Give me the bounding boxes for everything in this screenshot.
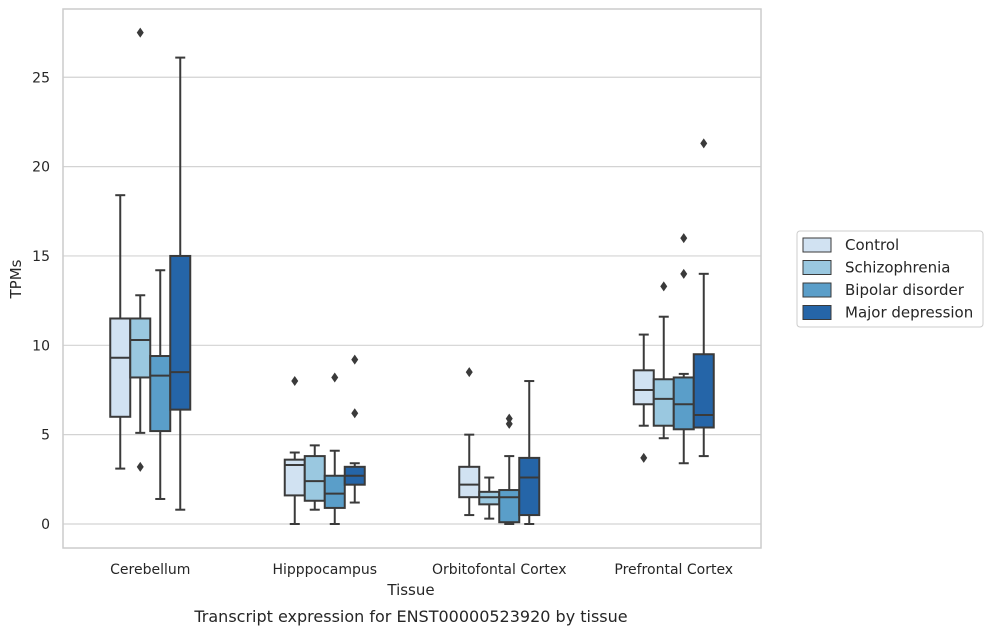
chart-caption: Transcript expression for ENST0000052392… [193,607,627,626]
y-gridlines [63,76,761,525]
box [498,413,521,525]
x-axis-label: Tissue [386,581,434,599]
y-tick-label: 0 [41,517,50,533]
x-tick-label: Cerebellum [110,562,190,578]
box [149,269,172,500]
x-tick-label: Orbitofontal Cortex [432,562,567,578]
box [692,138,715,458]
box-iqr [149,355,172,433]
outlier-point [331,372,339,383]
outlier-point [465,367,473,378]
box-series [109,27,715,525]
box [283,376,306,525]
box [632,333,655,463]
outlier-point [351,408,359,419]
outlier-point [291,376,299,387]
x-tick-label: Prefrontal Cortex [614,562,733,578]
legend-swatch [802,282,832,298]
box [478,476,501,520]
legend-swatch [802,305,832,320]
y-tick-label: 20 [32,160,50,176]
outlier-point [136,27,144,38]
outlier-point [505,413,513,424]
box [169,56,192,511]
box-iqr [109,317,132,418]
box-iqr [458,465,481,499]
box-iqr [652,378,675,427]
legend-frame [796,230,984,328]
box [129,27,152,472]
outlier-point [505,418,513,429]
legend-label: Schizophrenia [845,259,950,277]
y-tick-label: 15 [32,249,50,265]
legend-label: Control [845,236,899,254]
y-tick-label: 5 [41,428,50,444]
legend: Control Schizophrenia Bipolar disorder Majo… [796,230,984,328]
box [672,233,695,465]
outlier-point [640,452,648,463]
y-axis-label: TPMs [7,259,25,299]
x-tick-label: Hipppocampus [272,562,377,578]
box [343,354,366,504]
box [652,281,675,440]
box-iqr [129,317,152,379]
box-iqr [303,455,326,502]
legend-label: Bipolar disorder [845,281,965,299]
box-iqr [518,456,541,517]
box-iqr [169,254,192,411]
box-iqr [692,353,715,429]
box [303,444,326,511]
outlier-point [680,233,688,244]
box [323,372,346,525]
legend-swatch [802,237,832,253]
y-tick-label: 25 [32,70,50,86]
outlier-point [136,461,144,472]
legend-label: Major depression [845,304,973,322]
y-axis-ticks: 0 5 10 15 20 25 [32,70,50,533]
box [518,380,541,525]
box [458,367,481,517]
outlier-point [680,268,688,279]
y-tick-label: 10 [32,338,50,354]
box-iqr [632,369,655,406]
plot-area-frame [62,8,762,549]
outlier-point [660,281,668,292]
box-iqr [323,474,346,509]
outlier-point [351,354,359,365]
legend-swatch [802,260,832,275]
outlier-point [700,138,708,149]
x-axis-ticks: Cerebellum Hipppocampus Orbitofontal Corte… [110,562,733,578]
box [109,194,132,470]
box-iqr [498,489,521,524]
